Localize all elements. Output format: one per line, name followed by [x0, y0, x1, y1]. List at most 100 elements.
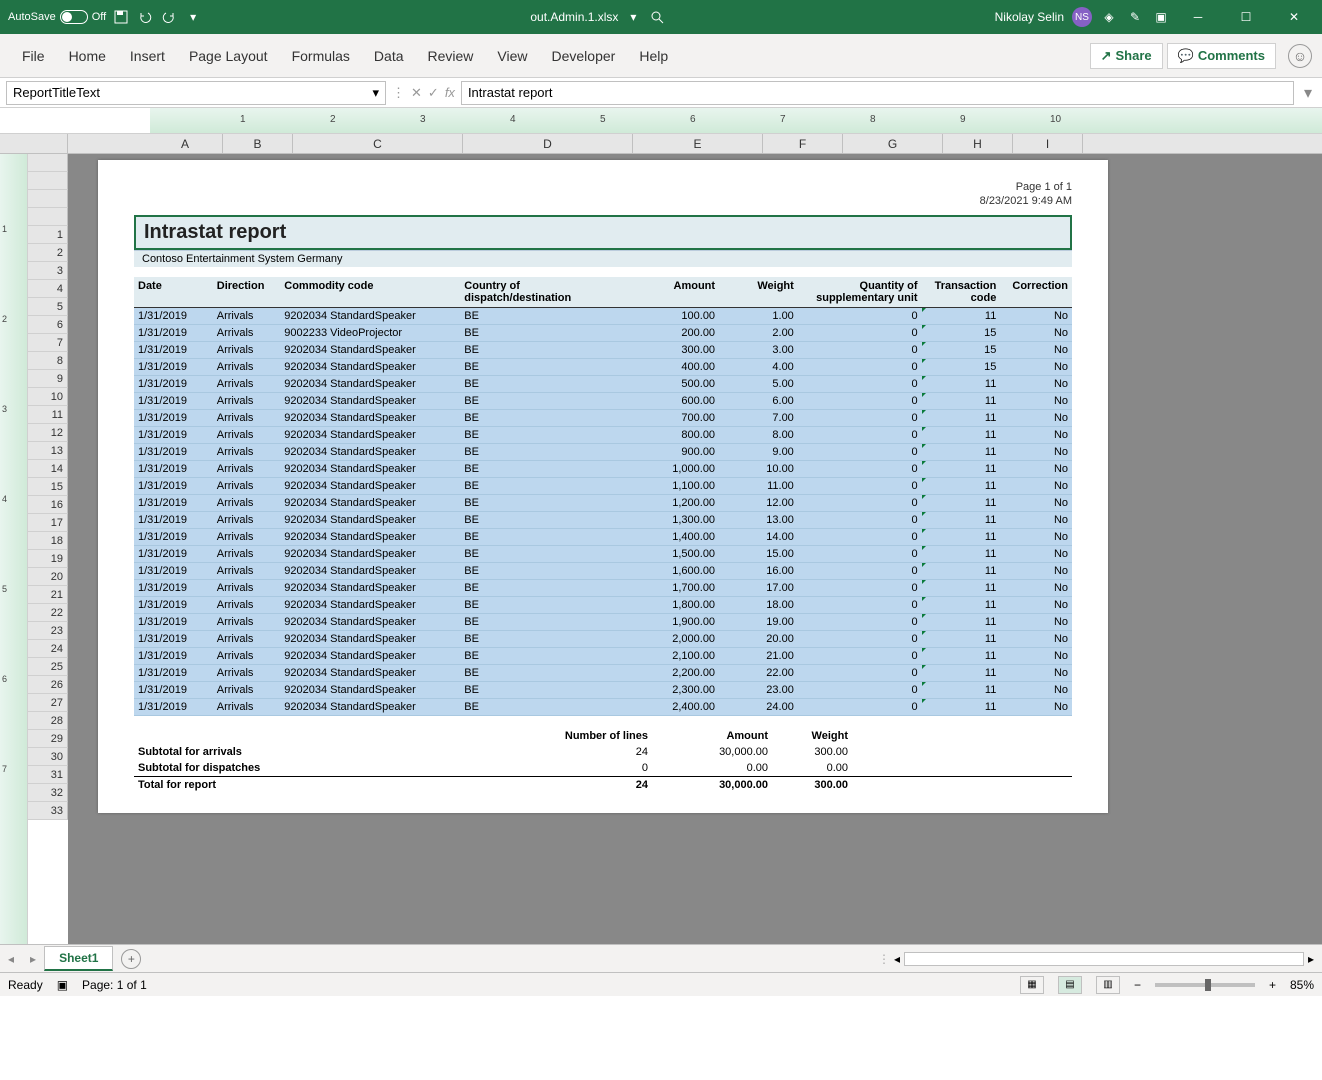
- undo-icon[interactable]: [136, 8, 154, 26]
- zoom-in[interactable]: +: [1269, 978, 1276, 992]
- save-icon[interactable]: [112, 8, 130, 26]
- ribbon-tab-insert[interactable]: Insert: [118, 42, 177, 70]
- ribbon-tab-view[interactable]: View: [485, 42, 539, 70]
- diamond-icon[interactable]: ◈: [1100, 8, 1118, 26]
- redo-icon[interactable]: [160, 8, 178, 26]
- brush-icon[interactable]: ✎: [1126, 8, 1144, 26]
- col-header-H[interactable]: H: [943, 134, 1013, 153]
- minimize-button[interactable]: ─: [1178, 0, 1218, 34]
- name-box[interactable]: ReportTitleText ▾: [6, 81, 386, 105]
- row-header[interactable]: 25: [28, 658, 68, 676]
- row-header[interactable]: 4: [28, 280, 68, 298]
- worksheet-area[interactable]: Page 1 of 1 8/23/2021 9:49 AM Intrastat …: [68, 154, 1322, 944]
- zoom-slider[interactable]: [1155, 983, 1255, 987]
- horizontal-scrollbar[interactable]: [904, 952, 1304, 966]
- maximize-button[interactable]: ☐: [1226, 0, 1266, 34]
- row-header[interactable]: 8: [28, 352, 68, 370]
- row-header[interactable]: 23: [28, 622, 68, 640]
- sheet-nav-next[interactable]: ▸: [22, 952, 44, 966]
- feedback-icon[interactable]: ☺: [1288, 44, 1312, 68]
- row-header[interactable]: 26: [28, 676, 68, 694]
- row-header[interactable]: 17: [28, 514, 68, 532]
- col-header-D[interactable]: D: [463, 134, 633, 153]
- col-header-F[interactable]: F: [763, 134, 843, 153]
- row-header[interactable]: 5: [28, 298, 68, 316]
- row-header[interactable]: 20: [28, 568, 68, 586]
- formula-expand-icon[interactable]: ▾: [1300, 83, 1316, 103]
- zoom-level[interactable]: 85%: [1290, 978, 1314, 992]
- ribbon-tab-formulas[interactable]: Formulas: [280, 42, 362, 70]
- search-icon[interactable]: [648, 8, 666, 26]
- row-header[interactable]: 24: [28, 640, 68, 658]
- row-header[interactable]: 3: [28, 262, 68, 280]
- user-name[interactable]: Nikolay Selin: [995, 10, 1064, 24]
- title-dropdown-icon[interactable]: ▾: [630, 10, 636, 24]
- cell-commodity: 9202034 StandardSpeaker: [280, 647, 460, 664]
- row-header[interactable]: 27: [28, 694, 68, 712]
- view-page-layout[interactable]: ▤: [1058, 976, 1082, 994]
- row-header[interactable]: 28: [28, 712, 68, 730]
- row-header[interactable]: 33: [28, 802, 68, 820]
- qat-more-icon[interactable]: ▾: [184, 8, 202, 26]
- ribbon-tab-page-layout[interactable]: Page Layout: [177, 42, 280, 70]
- formula-input[interactable]: Intrastat report: [461, 81, 1294, 105]
- add-sheet-button[interactable]: +: [121, 949, 141, 969]
- close-button[interactable]: ✕: [1274, 0, 1314, 34]
- report-title[interactable]: Intrastat report: [134, 215, 1072, 250]
- row-header[interactable]: 21: [28, 586, 68, 604]
- row-header[interactable]: 18: [28, 532, 68, 550]
- row-header[interactable]: 1: [28, 226, 68, 244]
- row-header[interactable]: 32: [28, 784, 68, 802]
- row-header[interactable]: 19: [28, 550, 68, 568]
- ribbon-tab-file[interactable]: File: [10, 42, 57, 70]
- row-header[interactable]: 13: [28, 442, 68, 460]
- ribbon-mode-icon[interactable]: ▣: [1152, 8, 1170, 26]
- row-headers[interactable]: 1234567891011121314151617181920212223242…: [28, 154, 68, 944]
- ribbon-tab-home[interactable]: Home: [57, 42, 118, 70]
- col-header-C[interactable]: C: [293, 134, 463, 153]
- view-page-break[interactable]: ▥: [1096, 976, 1120, 994]
- accept-icon[interactable]: ✓: [428, 85, 439, 101]
- column-headers[interactable]: ABCDEFGHI: [0, 134, 1322, 154]
- ribbon-tab-review[interactable]: Review: [416, 42, 486, 70]
- view-normal[interactable]: ▦: [1020, 976, 1044, 994]
- sheet-tab[interactable]: Sheet1: [44, 946, 113, 971]
- col-header-G[interactable]: G: [843, 134, 943, 153]
- row-header[interactable]: 6: [28, 316, 68, 334]
- macro-record-icon[interactable]: ▣: [57, 978, 68, 992]
- cell-trans: 15: [922, 324, 1001, 341]
- col-header-A[interactable]: A: [148, 134, 223, 153]
- cell-trans: 11: [922, 579, 1001, 596]
- col-header-E[interactable]: E: [633, 134, 763, 153]
- row-header[interactable]: 7: [28, 334, 68, 352]
- row-header[interactable]: 31: [28, 766, 68, 784]
- ribbon-tab-help[interactable]: Help: [627, 42, 680, 70]
- select-all-corner[interactable]: [0, 134, 68, 153]
- sheet-nav-prev[interactable]: ◂: [0, 952, 22, 966]
- comments-button[interactable]: 💬 Comments: [1167, 43, 1276, 69]
- row-header[interactable]: 14: [28, 460, 68, 478]
- ribbon-tab-developer[interactable]: Developer: [540, 42, 628, 70]
- tab-split-handle[interactable]: ⋮: [878, 952, 890, 966]
- col-header-I[interactable]: I: [1013, 134, 1083, 153]
- row-header[interactable]: 2: [28, 244, 68, 262]
- row-header[interactable]: 9: [28, 370, 68, 388]
- row-header[interactable]: 22: [28, 604, 68, 622]
- row-header[interactable]: 30: [28, 748, 68, 766]
- col-header-B[interactable]: B: [223, 134, 293, 153]
- hscroll-left[interactable]: ◂: [894, 952, 900, 966]
- share-button[interactable]: ↗ Share: [1090, 43, 1163, 69]
- cancel-icon[interactable]: ✕: [411, 85, 422, 101]
- zoom-out[interactable]: −: [1134, 978, 1141, 992]
- row-header[interactable]: 29: [28, 730, 68, 748]
- row-header[interactable]: 11: [28, 406, 68, 424]
- fx-icon[interactable]: fx: [445, 85, 455, 100]
- hscroll-right[interactable]: ▸: [1308, 952, 1314, 966]
- row-header[interactable]: 15: [28, 478, 68, 496]
- row-header[interactable]: 12: [28, 424, 68, 442]
- avatar[interactable]: NS: [1072, 7, 1092, 27]
- row-header[interactable]: 16: [28, 496, 68, 514]
- ribbon-tab-data[interactable]: Data: [362, 42, 416, 70]
- autosave-toggle[interactable]: AutoSave Off: [8, 10, 106, 24]
- row-header[interactable]: 10: [28, 388, 68, 406]
